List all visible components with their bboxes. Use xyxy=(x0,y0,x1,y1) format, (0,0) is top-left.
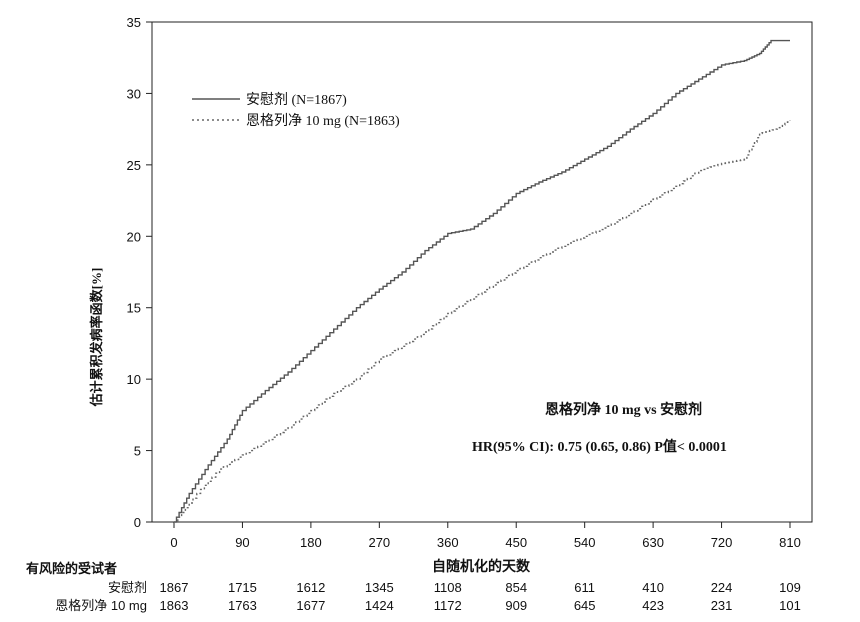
risk-table-values: 1867 1715 1612 1345 1108 854 611 410 224 109 1863 1… xyxy=(160,580,801,613)
x-tick-label: 630 xyxy=(642,535,664,550)
comparison-annotation: 恩格列净 10 mg vs 安慰剂 xyxy=(545,401,702,418)
risk-table-cell: 101 xyxy=(779,598,801,613)
x-axis-title: 自随机化的天数 xyxy=(432,558,531,575)
legend-label-empagliflozin: 恩格列净 10 mg (N=1863) xyxy=(246,113,400,129)
x-tick-label: 0 xyxy=(170,535,177,550)
risk-table-cell: 1612 xyxy=(296,580,325,595)
x-tick-label: 540 xyxy=(574,535,596,550)
risk-table-cell: 109 xyxy=(779,580,801,595)
risk-table-cell: 1172 xyxy=(434,598,462,613)
risk-table-cell: 1677 xyxy=(296,598,325,613)
x-axis-ticks: 0 90 180 270 360 450 540 630 720 810 xyxy=(170,522,801,550)
risk-table-cell: 645 xyxy=(574,598,596,613)
risk-row-label-placebo: 安慰剂 xyxy=(108,580,147,595)
x-tick-label: 180 xyxy=(300,535,322,550)
risk-table-cell: 611 xyxy=(574,580,595,595)
y-tick-label: 10 xyxy=(127,372,141,387)
y-axis-title: 估计累积发病率函数[%] xyxy=(89,268,104,408)
risk-table-cell: 1715 xyxy=(228,580,257,595)
x-tick-label: 270 xyxy=(368,535,390,550)
risk-table-cell: 423 xyxy=(642,598,664,613)
y-tick-label: 5 xyxy=(134,444,141,459)
risk-table-cell: 224 xyxy=(711,580,733,595)
legend: 安慰剂 (N=1867) 恩格列净 10 mg (N=1863) xyxy=(192,91,400,129)
risk-table-cell: 1863 xyxy=(160,598,189,613)
x-tick-label: 810 xyxy=(779,535,801,550)
x-tick-label: 360 xyxy=(437,535,459,550)
risk-table-cell: 1763 xyxy=(228,598,257,613)
risk-table-cell: 231 xyxy=(711,598,733,613)
risk-table-cell: 1345 xyxy=(365,580,394,595)
y-tick-label: 30 xyxy=(127,86,141,101)
y-tick-label: 25 xyxy=(127,158,141,173)
risk-table-title: 有风险的受试者 xyxy=(26,561,117,576)
risk-row-label-empagliflozin: 恩格列净 10 mg xyxy=(55,598,147,613)
series-line-1 xyxy=(174,120,791,523)
risk-table-cell: 909 xyxy=(505,598,527,613)
risk-table-cell: 854 xyxy=(505,580,527,595)
x-tick-label: 90 xyxy=(235,535,249,550)
legend-label-placebo: 安慰剂 (N=1867) xyxy=(246,91,347,108)
y-tick-label: 35 xyxy=(127,15,141,30)
plot-frame xyxy=(151,21,813,523)
y-tick-label: 20 xyxy=(127,229,141,244)
risk-table-cell: 1108 xyxy=(434,580,462,595)
y-tick-label: 0 xyxy=(134,515,141,530)
x-tick-label: 720 xyxy=(711,535,733,550)
risk-table-cell: 1867 xyxy=(160,580,189,595)
risk-table-cell: 1424 xyxy=(365,598,394,613)
series-group xyxy=(174,39,791,523)
y-axis-ticks: 0 5 10 15 20 25 30 35 xyxy=(127,15,152,530)
x-tick-label: 450 xyxy=(505,535,527,550)
hr-annotation: HR(95% CI): 0.75 (0.65, 0.86) P值< 0.0001 xyxy=(472,438,727,455)
risk-table-cell: 410 xyxy=(642,580,664,595)
series-line-0 xyxy=(174,39,790,523)
y-tick-label: 15 xyxy=(127,301,141,316)
